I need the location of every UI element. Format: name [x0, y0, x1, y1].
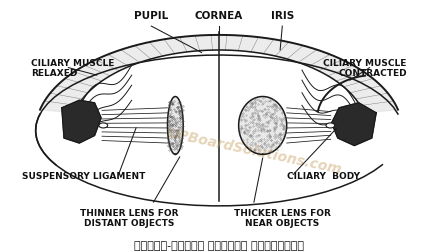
Text: IRIS: IRIS: [271, 11, 294, 21]
Circle shape: [99, 123, 108, 129]
Text: THINNER LENS FOR
DISTANT OBJECTS: THINNER LENS FOR DISTANT OBJECTS: [80, 208, 179, 227]
Text: CORNEA: CORNEA: [195, 11, 243, 21]
Polygon shape: [167, 97, 183, 155]
Polygon shape: [332, 103, 376, 146]
Polygon shape: [40, 36, 398, 113]
Text: UPBoardSolutions.com: UPBoardSolutions.com: [165, 126, 343, 176]
Text: CILIARY MUSCLE
CONTRACTED: CILIARY MUSCLE CONTRACTED: [323, 59, 407, 78]
Polygon shape: [62, 101, 101, 143]
Text: PUPIL: PUPIL: [134, 11, 169, 21]
Text: चित्र-नेत्र द्वारा समायोजन।: चित्र-नेत्र द्वारा समायोजन।: [134, 240, 304, 250]
Text: CILIARY MUSCLE
RELAXED: CILIARY MUSCLE RELAXED: [31, 59, 115, 78]
Text: CILIARY  BODY: CILIARY BODY: [287, 172, 360, 180]
Polygon shape: [239, 97, 287, 155]
Circle shape: [326, 123, 335, 129]
Text: SUSPENSORY LIGAMENT: SUSPENSORY LIGAMENT: [22, 172, 145, 180]
Text: THICKER LENS FOR
NEAR OBJECTS: THICKER LENS FOR NEAR OBJECTS: [234, 208, 331, 227]
